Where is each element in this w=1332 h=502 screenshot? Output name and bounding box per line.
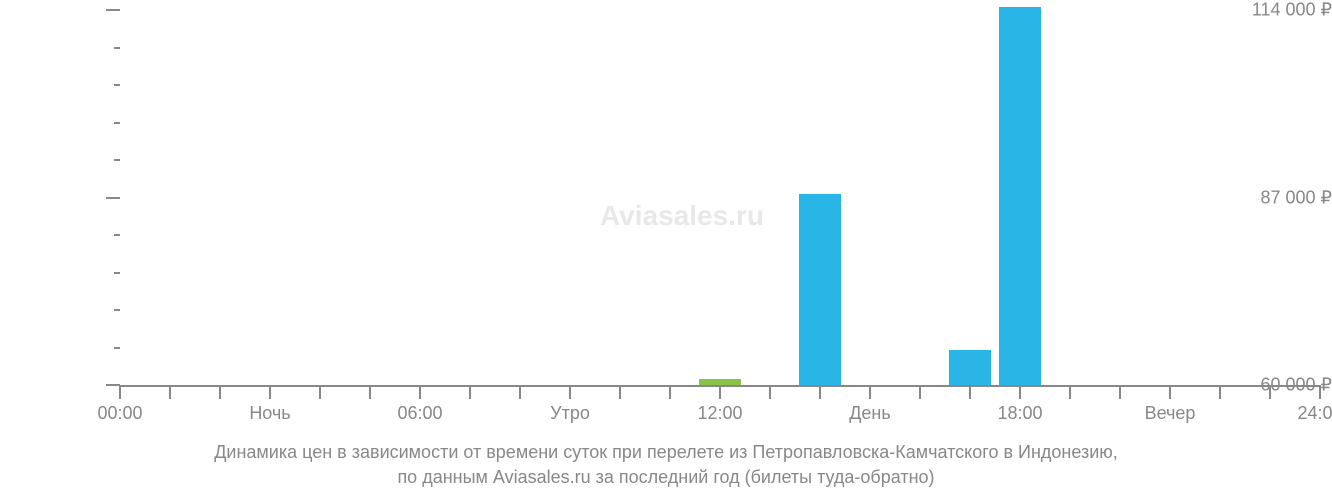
x-period-label: Ночь bbox=[249, 403, 290, 424]
y-tick-minor bbox=[114, 122, 120, 124]
y-tick-label: 114 000 ₽ bbox=[1242, 0, 1332, 21]
x-tick-mark bbox=[1269, 385, 1271, 399]
x-tick-mark bbox=[519, 385, 521, 399]
x-tick-mark bbox=[269, 385, 271, 399]
x-tick-mark bbox=[1319, 385, 1321, 399]
caption-line-2: по данным Aviasales.ru за последний год … bbox=[0, 465, 1332, 490]
x-tick-mark bbox=[669, 385, 671, 399]
y-tick-minor bbox=[114, 47, 120, 49]
x-period-label: Вечер bbox=[1145, 403, 1196, 424]
price-bar bbox=[949, 350, 992, 385]
x-hour-label: 06:00 bbox=[397, 403, 442, 424]
x-tick-mark bbox=[969, 385, 971, 399]
y-tick-minor bbox=[114, 272, 120, 274]
y-tick-mark bbox=[106, 384, 120, 386]
x-tick-mark bbox=[469, 385, 471, 399]
y-tick-minor bbox=[114, 234, 120, 236]
price-by-hour-chart: Aviasales.ru 60 000 ₽87 000 ₽114 000 ₽ 0… bbox=[0, 0, 1332, 502]
x-tick-mark bbox=[169, 385, 171, 399]
price-bar bbox=[799, 194, 842, 385]
x-tick-mark bbox=[119, 385, 121, 399]
x-tick-mark bbox=[1069, 385, 1071, 399]
x-tick-mark bbox=[369, 385, 371, 399]
y-tick-minor bbox=[114, 347, 120, 349]
x-tick-mark bbox=[319, 385, 321, 399]
y-tick-mark bbox=[106, 197, 120, 199]
price-bar bbox=[999, 7, 1042, 385]
x-tick-mark bbox=[869, 385, 871, 399]
y-tick-label: 87 000 ₽ bbox=[1242, 187, 1332, 208]
y-tick-minor bbox=[114, 159, 120, 161]
x-tick-mark bbox=[619, 385, 621, 399]
watermark-text: Aviasales.ru bbox=[600, 200, 764, 232]
x-tick-mark bbox=[819, 385, 821, 399]
x-hour-label: 24:00 bbox=[1297, 403, 1332, 424]
chart-caption: Динамика цен в зависимости от времени су… bbox=[0, 440, 1332, 490]
x-period-label: Утро bbox=[550, 403, 590, 424]
y-tick-minor bbox=[114, 84, 120, 86]
x-tick-mark bbox=[219, 385, 221, 399]
x-tick-mark bbox=[769, 385, 771, 399]
x-axis-baseline bbox=[120, 385, 1320, 387]
y-tick-minor bbox=[114, 309, 120, 311]
x-tick-mark bbox=[419, 385, 421, 399]
y-tick-mark bbox=[106, 9, 120, 11]
x-hour-label: 18:00 bbox=[997, 403, 1042, 424]
x-tick-mark bbox=[919, 385, 921, 399]
x-hour-label: 12:00 bbox=[697, 403, 742, 424]
caption-line-1: Динамика цен в зависимости от времени су… bbox=[0, 440, 1332, 465]
x-tick-mark bbox=[719, 385, 721, 399]
x-tick-mark bbox=[1169, 385, 1171, 399]
x-tick-mark bbox=[1219, 385, 1221, 399]
x-tick-mark bbox=[1119, 385, 1121, 399]
x-hour-label: 00:00 bbox=[97, 403, 142, 424]
x-tick-mark bbox=[1019, 385, 1021, 399]
x-tick-mark bbox=[569, 385, 571, 399]
x-period-label: День bbox=[849, 403, 891, 424]
